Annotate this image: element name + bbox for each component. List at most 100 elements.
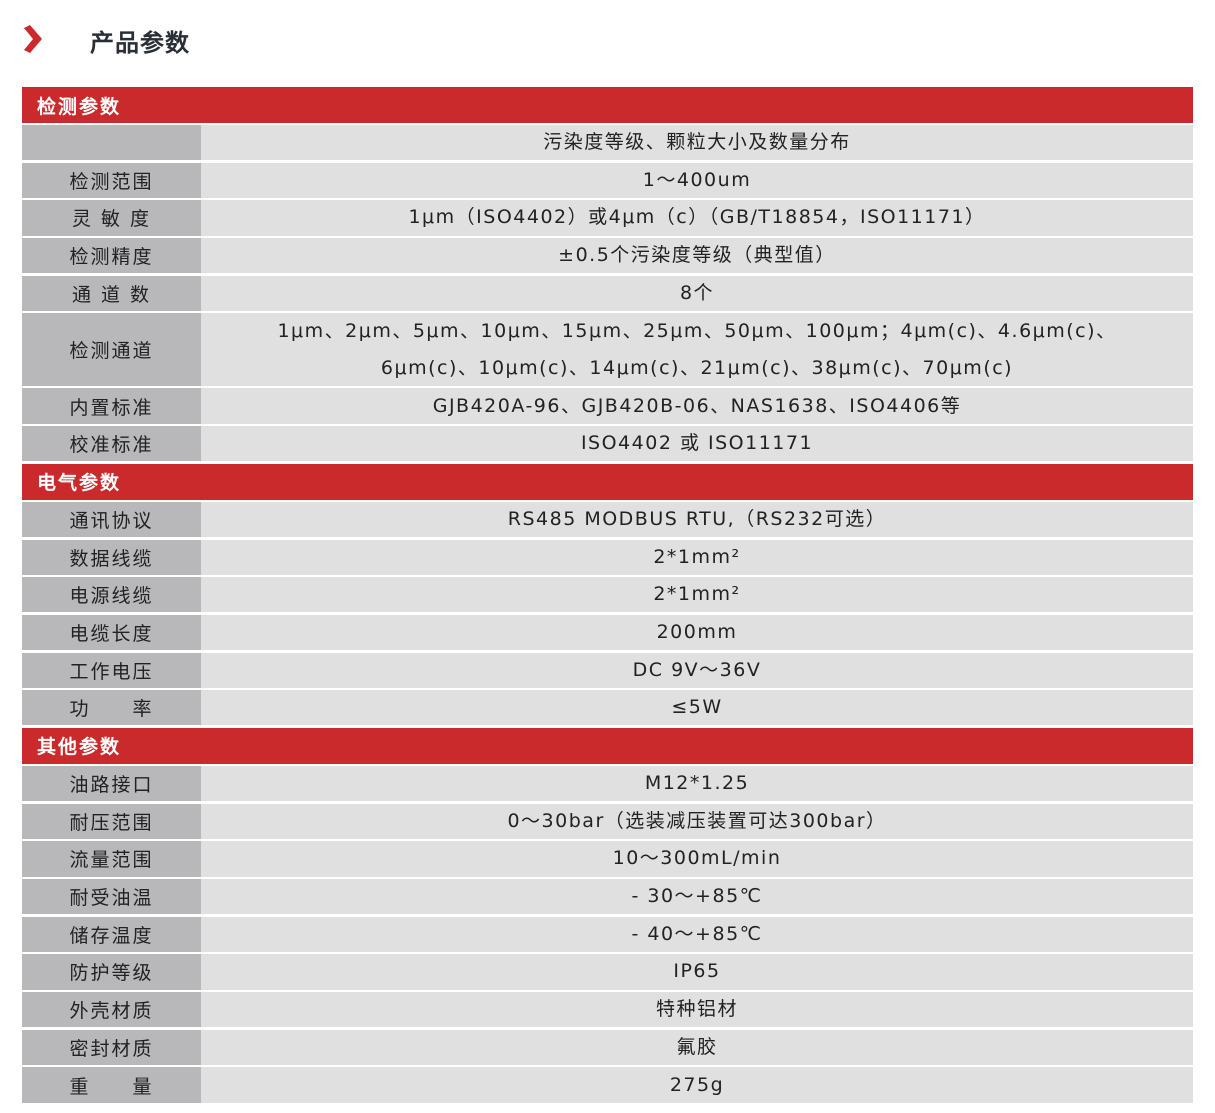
table-row: 电缆长度 200mm (22, 614, 1193, 651)
param-label: 功 率 (22, 690, 201, 726)
param-label (22, 125, 201, 161)
param-label: 电源线缆 (22, 577, 201, 613)
param-label: 储存温度 (22, 916, 201, 952)
param-value-line: 氟胶 (676, 1035, 718, 1058)
param-value-line: 2*1mm² (653, 545, 741, 568)
param-value-line: 6μm(c)、10μm(c)、14μm(c)、21μm(c)、38μm(c)、7… (380, 356, 1014, 379)
table-row: 重 量 275g (22, 1067, 1193, 1103)
param-value: 8个 (201, 275, 1193, 311)
param-value-line: - 40～+85℃ (631, 922, 763, 945)
param-label: 检测通道 (22, 313, 201, 386)
param-value: IP65 (201, 954, 1193, 990)
param-value-line: 275g (669, 1073, 725, 1096)
param-value: 1μm（ISO4402）或4μm（c）（GB/T18854，ISO11171） (201, 200, 1193, 236)
param-label: 外壳材质 (22, 992, 201, 1028)
param-value-line: - 30～+85℃ (631, 885, 763, 908)
table-row: 数据线缆 2*1mm² (22, 539, 1193, 575)
param-value-line: ≤5W (671, 696, 723, 719)
param-value: 2*1mm² (201, 577, 1193, 613)
param-value: 氟胶 (201, 1029, 1193, 1065)
table-row: 流量范围 10～300mL/min (22, 841, 1193, 877)
param-value-line: 10～300mL/min (612, 847, 782, 870)
param-value: GJB420A-96、GJB420B-06、NAS1638、ISO4406等 (201, 388, 1193, 424)
param-label: 检测范围 (22, 162, 201, 198)
param-value-line: 污染度等级、颗粒大小及数量分布 (543, 131, 851, 154)
table-row: 工作电压 DC 9V～36V (22, 652, 1193, 688)
param-value-line: 8个 (679, 281, 715, 304)
table-row: 检测通道 1μm、2μm、5μm、10μm、15μm、25μm、50μm、100μ… (22, 313, 1193, 386)
table-row: 检测精度 ±0.5个污染度等级（典型值） (22, 238, 1193, 274)
param-value: ≤5W (201, 690, 1193, 726)
param-value-line: 1μm、2μm、5μm、10μm、15μm、25μm、50μm、100μm；4μ… (277, 319, 1117, 342)
param-label: 通讯协议 (22, 501, 201, 537)
page-header: 产品参数 (22, 20, 190, 60)
table-row: 油路接口 M12*1.25 (22, 765, 1193, 802)
table-row: 灵 敏 度 1μm（ISO4402）或4μm（c）（GB/T18854，ISO11… (22, 200, 1193, 236)
table-row: 检测范围 1～400um (22, 162, 1193, 198)
param-value: 2*1mm² (201, 539, 1193, 575)
section-header: 检测参数 (22, 87, 1193, 123)
page-title: 产品参数 (90, 28, 190, 57)
param-value: - 40～+85℃ (201, 916, 1193, 952)
param-value-line: 1～400um (642, 168, 752, 191)
param-value-line: 2*1mm² (653, 583, 741, 606)
param-value-line: GJB420A-96、GJB420B-06、NAS1638、ISO4406等 (432, 394, 962, 417)
table-row: 密封材质 氟胶 (22, 1029, 1193, 1065)
param-value: RS485 MODBUS RTU,（RS232可选） (201, 501, 1193, 537)
section-header: 电气参数 (22, 463, 1193, 500)
param-value: 1μm、2μm、5μm、10μm、15μm、25μm、50μm、100μm；4μ… (201, 313, 1193, 386)
section-header: 其他参数 (22, 727, 1193, 764)
param-label: 电缆长度 (22, 614, 201, 651)
param-value: - 30～+85℃ (201, 879, 1193, 915)
table-row: 内置标准 GJB420A-96、GJB420B-06、NAS1638、ISO440… (22, 388, 1193, 424)
table-row: 耐压范围 0～30bar（选装减压装置可达300bar） (22, 803, 1193, 839)
param-value: ±0.5个污染度等级（典型值） (201, 238, 1193, 274)
param-value-line: DC 9V～36V (632, 658, 762, 681)
param-label: 工作电压 (22, 652, 201, 688)
param-label: 密封材质 (22, 1029, 201, 1065)
param-label: 通 道 数 (22, 275, 201, 311)
param-value: M12*1.25 (201, 765, 1193, 802)
param-label: 校准标准 (22, 426, 201, 462)
table-row: 耐受油温 - 30～+85℃ (22, 879, 1193, 915)
param-label: 检测精度 (22, 238, 201, 274)
param-value: 特种铝材 (201, 992, 1193, 1028)
param-label: 数据线缆 (22, 539, 201, 575)
table-row: 电源线缆 2*1mm² (22, 577, 1193, 613)
param-label: 内置标准 (22, 388, 201, 424)
param-value: 200mm (201, 614, 1193, 651)
param-value: 275g (201, 1067, 1193, 1103)
table-row: 通讯协议 RS485 MODBUS RTU,（RS232可选） (22, 501, 1193, 537)
param-value: 10～300mL/min (201, 841, 1193, 877)
param-label: 耐受油温 (22, 879, 201, 915)
table-row: 防护等级 IP65 (22, 954, 1193, 990)
table-row: 污染度等级、颗粒大小及数量分布 (22, 125, 1193, 161)
table-row: 校准标准 ISO4402 或 ISO11171 (22, 426, 1193, 462)
param-value: ISO4402 或 ISO11171 (201, 426, 1193, 462)
param-value-line: 200mm (656, 620, 738, 643)
param-value: 0～30bar（选装减压装置可达300bar） (201, 803, 1193, 839)
param-value-line: 特种铝材 (655, 998, 738, 1021)
param-value-line: M12*1.25 (644, 772, 750, 795)
chevron-right-icon (24, 25, 42, 53)
param-value: 1～400um (201, 162, 1193, 198)
param-value-line: RS485 MODBUS RTU,（RS232可选） (507, 507, 887, 530)
param-value: DC 9V～36V (201, 652, 1193, 688)
param-label: 防护等级 (22, 954, 201, 990)
table-row: 储存温度 - 40～+85℃ (22, 916, 1193, 952)
param-label: 重 量 (22, 1067, 201, 1103)
param-value: 污染度等级、颗粒大小及数量分布 (201, 125, 1193, 161)
param-value-line: 0～30bar（选装减压装置可达300bar） (507, 809, 887, 832)
param-label: 油路接口 (22, 765, 201, 802)
spec-table: 检测参数污染度等级、颗粒大小及数量分布检测范围 1～400um 灵 敏 度 1μm（I… (22, 87, 1193, 1105)
param-label: 耐压范围 (22, 803, 201, 839)
table-row: 外壳材质 特种铝材 (22, 992, 1193, 1028)
param-value-line: IP65 (673, 960, 721, 983)
param-label: 流量范围 (22, 841, 201, 877)
param-value-line: ±0.5个污染度等级（典型值） (558, 244, 836, 267)
param-label: 灵 敏 度 (22, 200, 201, 236)
param-value-line: 1μm（ISO4402）或4μm（c）（GB/T18854，ISO11171） (408, 206, 986, 229)
table-row: 功 率 ≤5W (22, 690, 1193, 726)
param-value-line: ISO4402 或 ISO11171 (580, 432, 814, 455)
table-row: 通 道 数 8个 (22, 275, 1193, 311)
